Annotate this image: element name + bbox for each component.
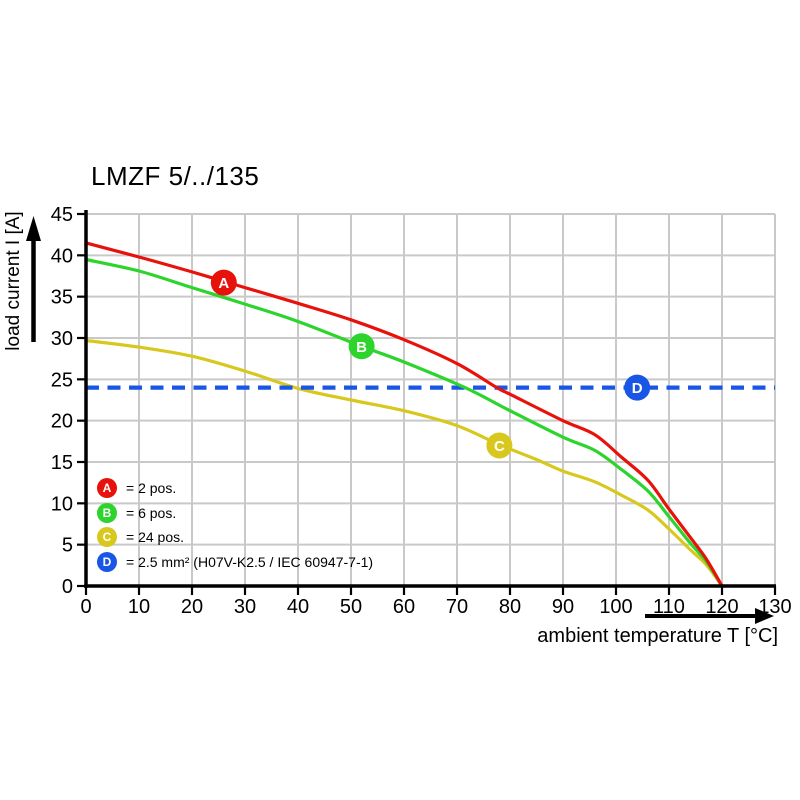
y-tick-label: 5	[62, 535, 73, 557]
legend-row-b: B = 6 pos.	[97, 502, 373, 523]
y-axis-label: load current I [A]	[3, 211, 24, 350]
legend-marker-b: B	[97, 502, 117, 523]
x-tick-label: 0	[80, 596, 91, 618]
x-tick-label: 70	[446, 596, 468, 618]
marker-letter-d: D	[632, 380, 643, 397]
curve-B	[84, 257, 724, 588]
x-tick-label: 90	[552, 596, 574, 618]
x-tick-label: 80	[499, 596, 521, 618]
tick-labels: 0 5 10 15 20 25 30 35 40 45 0 10 20 30 40 50 60 70 80 90 100…	[51, 204, 792, 618]
grid	[86, 213, 776, 586]
y-axis-arrow-head	[26, 216, 41, 241]
y-tick-label: 30	[51, 328, 73, 350]
legend-row-a: A = 2 pos.	[97, 478, 373, 498]
x-tick-label: 100	[599, 596, 632, 618]
legend-label-c: = 24 pos.	[126, 529, 184, 546]
marker-c	[486, 432, 513, 459]
y-tick-label: 45	[51, 204, 73, 226]
x-tick-label: 20	[181, 596, 203, 618]
marker-letter-c: C	[494, 438, 505, 455]
curve-C	[84, 338, 724, 588]
y-tick-label: 25	[51, 369, 73, 391]
x-tick-label: 110	[653, 596, 685, 618]
x-axis-label: ambient temperature T [°C]	[537, 625, 778, 647]
curves	[84, 241, 775, 588]
legend-row-d: D = 2.5 mm² (H07V-K2.5 / IEC 60947-7-1)	[97, 551, 374, 572]
legend-marker-a: A	[97, 478, 117, 498]
axes	[77, 210, 777, 595]
x-tick-label: 60	[393, 596, 415, 618]
y-tick-label: 35	[51, 287, 73, 309]
y-tick-label: 20	[51, 411, 73, 433]
legend-marker-d: D	[97, 551, 117, 572]
y-tick-label: 15	[51, 452, 73, 474]
x-axis-arrow-icon	[645, 608, 774, 624]
curve-markers: A B C D	[210, 269, 651, 459]
legend-label-a: = 2 pos.	[126, 480, 177, 496]
chart-title: LMZF 5/../135	[91, 161, 260, 191]
legend: A = 2 pos. B = 6 pos. C = 24 pos. D = 2.…	[97, 478, 373, 576]
x-tick-label: 50	[340, 596, 362, 618]
legend-marker-c: C	[97, 527, 117, 548]
x-tick-label: 40	[287, 596, 309, 618]
marker-a	[210, 269, 237, 296]
marker-letter-a: A	[218, 275, 229, 292]
legend-label-b: = 6 pos.	[126, 504, 177, 521]
y-tick-label: 40	[51, 245, 73, 267]
legend-row-c: C = 24 pos.	[97, 527, 373, 548]
x-tick-label: 130	[758, 596, 791, 618]
marker-b	[348, 333, 375, 360]
y-axis-arrow-icon	[26, 216, 41, 342]
x-tick-label: 120	[705, 596, 738, 618]
x-tick-label: 10	[128, 596, 150, 618]
curve-A	[84, 241, 724, 588]
x-tick-label: 30	[234, 596, 256, 618]
x-axis-arrow-head	[755, 608, 774, 624]
marker-letter-b: B	[356, 339, 367, 356]
y-tick-label: 10	[51, 493, 73, 515]
marker-d	[624, 374, 651, 401]
y-tick-label: 0	[62, 576, 73, 598]
legend-label-d: = 2.5 mm² (H07V-K2.5 / IEC 60947-7-1)	[126, 553, 374, 570]
